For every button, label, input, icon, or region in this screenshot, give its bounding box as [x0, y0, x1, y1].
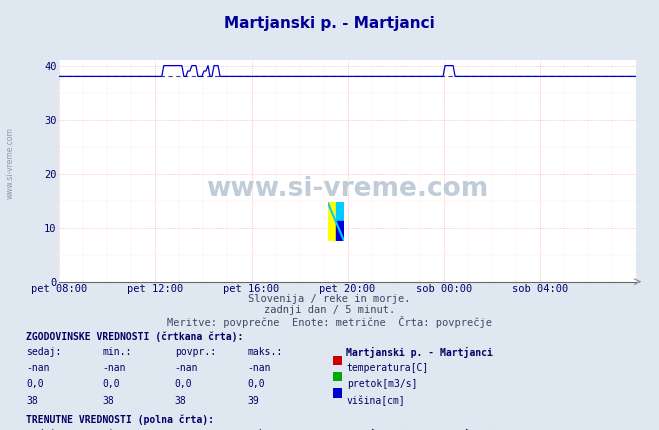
Text: -nan: -nan: [102, 363, 126, 373]
Text: 0,0: 0,0: [26, 379, 44, 389]
Text: temperatura[C]: temperatura[C]: [347, 363, 429, 373]
Text: 38: 38: [26, 396, 38, 405]
Text: pretok[m3/s]: pretok[m3/s]: [347, 379, 417, 389]
Text: sedaj:: sedaj:: [26, 429, 61, 430]
Text: 0,0: 0,0: [247, 379, 265, 389]
Text: Slovenija / reke in morje.: Slovenija / reke in morje.: [248, 294, 411, 304]
Text: 38: 38: [102, 396, 114, 405]
Text: 0,0: 0,0: [175, 379, 192, 389]
Text: 38: 38: [175, 396, 186, 405]
Text: Martjanski p. - Martjanci: Martjanski p. - Martjanci: [224, 16, 435, 31]
Text: povpr.:: povpr.:: [175, 429, 215, 430]
Text: zadnji dan / 5 minut.: zadnji dan / 5 minut.: [264, 305, 395, 316]
Text: sedaj:: sedaj:: [26, 347, 61, 356]
Text: maks.:: maks.:: [247, 347, 282, 356]
Text: višina[cm]: višina[cm]: [347, 396, 405, 406]
Text: min.:: min.:: [102, 429, 132, 430]
Text: TRENUTNE VREDNOSTI (polna črta):: TRENUTNE VREDNOSTI (polna črta):: [26, 414, 214, 425]
Text: Martjanski p. - Martjanci: Martjanski p. - Martjanci: [346, 347, 493, 358]
Text: -nan: -nan: [175, 363, 198, 373]
Text: 39: 39: [247, 396, 259, 405]
Text: 0,0: 0,0: [102, 379, 120, 389]
Text: maks.:: maks.:: [247, 429, 282, 430]
Text: min.:: min.:: [102, 347, 132, 356]
Text: povpr.:: povpr.:: [175, 347, 215, 356]
Text: ZGODOVINSKE VREDNOSTI (črtkana črta):: ZGODOVINSKE VREDNOSTI (črtkana črta):: [26, 332, 244, 342]
Text: Meritve: povprečne  Enote: metrične  Črta: povprečje: Meritve: povprečne Enote: metrične Črta:…: [167, 316, 492, 328]
Text: -nan: -nan: [26, 363, 50, 373]
Text: www.si-vreme.com: www.si-vreme.com: [206, 175, 489, 202]
Bar: [335, 221, 344, 241]
Bar: [335, 202, 344, 221]
Text: www.si-vreme.com: www.si-vreme.com: [5, 127, 14, 200]
Text: Martjanski p. - Martjanci: Martjanski p. - Martjanci: [346, 429, 493, 430]
Bar: [328, 202, 335, 241]
Text: -nan: -nan: [247, 363, 271, 373]
